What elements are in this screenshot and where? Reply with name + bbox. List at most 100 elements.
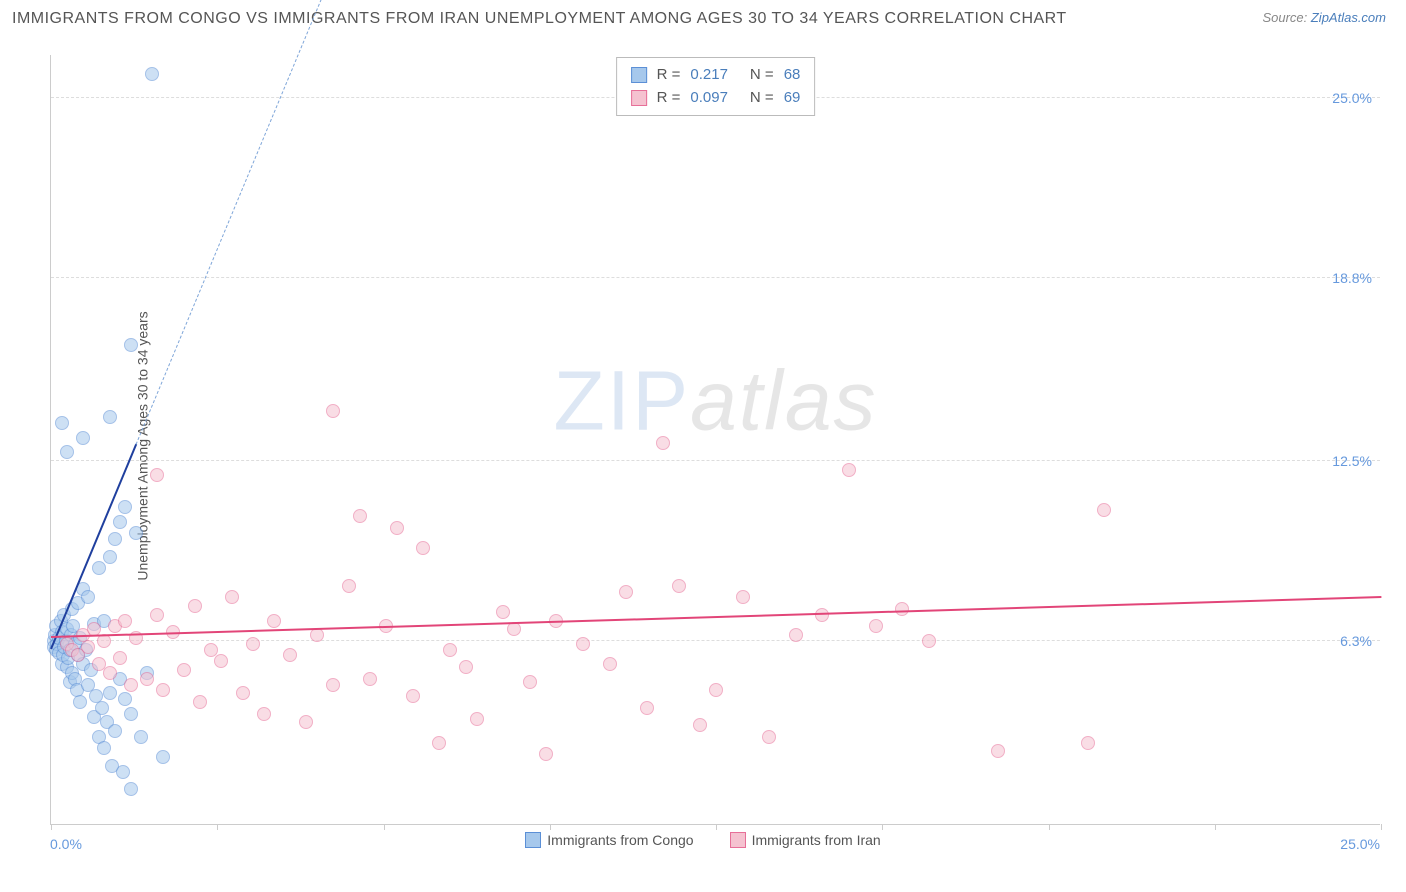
data-point xyxy=(124,338,138,352)
x-tick xyxy=(217,824,218,830)
data-point xyxy=(416,541,430,555)
data-point xyxy=(193,695,207,709)
data-point xyxy=(326,678,340,692)
x-tick xyxy=(550,824,551,830)
data-point xyxy=(129,526,143,540)
data-point xyxy=(95,701,109,715)
data-point xyxy=(76,431,90,445)
r-value: 0.217 xyxy=(690,64,728,87)
watermark: ZIPatlas xyxy=(553,353,877,450)
data-point xyxy=(283,648,297,662)
legend-swatch xyxy=(631,67,647,83)
data-point xyxy=(523,675,537,689)
x-tick xyxy=(1049,824,1050,830)
data-point xyxy=(124,707,138,721)
data-point xyxy=(539,747,553,761)
x-tick xyxy=(1381,824,1382,830)
data-point xyxy=(326,404,340,418)
data-point xyxy=(103,686,117,700)
data-point xyxy=(443,643,457,657)
data-point xyxy=(656,436,670,450)
data-point xyxy=(640,701,654,715)
data-point xyxy=(73,695,87,709)
data-point xyxy=(225,590,239,604)
data-point xyxy=(432,736,446,750)
data-point xyxy=(124,678,138,692)
data-point xyxy=(267,614,281,628)
data-point xyxy=(103,666,117,680)
data-point xyxy=(736,590,750,604)
gridline xyxy=(51,460,1380,461)
data-point xyxy=(103,550,117,564)
data-point xyxy=(709,683,723,697)
y-tick-label: 18.8% xyxy=(1332,270,1372,286)
data-point xyxy=(869,619,883,633)
y-tick-label: 6.3% xyxy=(1340,633,1372,649)
data-point xyxy=(177,663,191,677)
y-tick-label: 25.0% xyxy=(1332,90,1372,106)
data-point xyxy=(991,744,1005,758)
data-point xyxy=(124,782,138,796)
stats-row: R =0.097N =69 xyxy=(631,87,801,110)
y-tick-label: 12.5% xyxy=(1332,453,1372,469)
data-point xyxy=(1081,736,1095,750)
x-tick xyxy=(882,824,883,830)
data-point xyxy=(507,622,521,636)
legend-item: Immigrants from Congo xyxy=(525,832,693,848)
data-point xyxy=(118,500,132,514)
data-point xyxy=(204,643,218,657)
data-point xyxy=(113,651,127,665)
x-tick xyxy=(716,824,717,830)
n-value: 68 xyxy=(784,64,801,87)
data-point xyxy=(459,660,473,674)
data-point xyxy=(353,509,367,523)
gridline xyxy=(51,277,1380,278)
data-point xyxy=(92,561,106,575)
source-attribution: Source: ZipAtlas.com xyxy=(1262,10,1386,25)
data-point xyxy=(97,741,111,755)
legend-swatch xyxy=(631,90,647,106)
data-point xyxy=(116,765,130,779)
data-point xyxy=(118,692,132,706)
data-point xyxy=(188,599,202,613)
r-value: 0.097 xyxy=(690,87,728,110)
data-point xyxy=(672,579,686,593)
legend-swatch xyxy=(730,832,746,848)
scatter-plot-area: ZIPatlas R =0.217N =68R =0.097N =69 6.3%… xyxy=(50,55,1380,825)
data-point xyxy=(496,605,510,619)
stats-row: R =0.217N =68 xyxy=(631,64,801,87)
data-point xyxy=(60,445,74,459)
data-point xyxy=(118,614,132,628)
data-point xyxy=(108,532,122,546)
data-point xyxy=(145,67,159,81)
chart-title: IMMIGRANTS FROM CONGO VS IMMIGRANTS FROM… xyxy=(12,10,1067,27)
trend-line xyxy=(51,596,1381,638)
legend-swatch xyxy=(525,832,541,848)
data-point xyxy=(842,463,856,477)
x-tick xyxy=(1215,824,1216,830)
legend: Immigrants from CongoImmigrants from Ira… xyxy=(0,832,1406,848)
data-point xyxy=(895,602,909,616)
data-point xyxy=(619,585,633,599)
data-point xyxy=(406,689,420,703)
trend-line-extrapolated xyxy=(136,0,616,445)
data-point xyxy=(603,657,617,671)
data-point xyxy=(363,672,377,686)
data-point xyxy=(789,628,803,642)
data-point xyxy=(342,579,356,593)
data-point xyxy=(156,683,170,697)
data-point xyxy=(140,672,154,686)
correlation-stats-box: R =0.217N =68R =0.097N =69 xyxy=(616,57,816,116)
data-point xyxy=(113,515,127,529)
data-point xyxy=(236,686,250,700)
data-point xyxy=(470,712,484,726)
data-point xyxy=(762,730,776,744)
data-point xyxy=(246,637,260,651)
legend-label: Immigrants from Congo xyxy=(547,832,693,848)
data-point xyxy=(81,640,95,654)
data-point xyxy=(214,654,228,668)
data-point xyxy=(576,637,590,651)
data-point xyxy=(310,628,324,642)
data-point xyxy=(55,416,69,430)
source-link[interactable]: ZipAtlas.com xyxy=(1311,10,1386,25)
